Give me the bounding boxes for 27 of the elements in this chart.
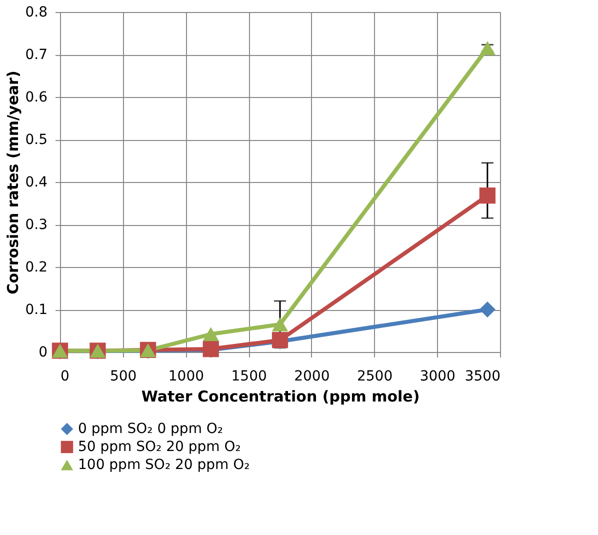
point: [479, 41, 496, 56]
y-axis-title: Corrosion rates (mm/year): [4, 70, 22, 294]
x-tick-label: 1500: [231, 368, 267, 384]
point: [202, 327, 219, 342]
x-tick-label: 2500: [356, 368, 393, 384]
y-tick-label: 0.1: [25, 302, 48, 318]
x-tick-label: 3500: [464, 368, 500, 384]
x-tick-label: 2000: [294, 368, 330, 384]
x-tick-label: 0: [60, 368, 70, 384]
x-tick-label: 1000: [168, 368, 204, 384]
y-tick-label: 0.7: [25, 47, 48, 63]
y-tick-label: 0.3: [25, 217, 48, 233]
legend-label: 100 ppm SO₂ 20 ppm O₂: [78, 457, 250, 473]
point: [479, 301, 496, 318]
y-tick-label: 0.2: [25, 260, 48, 276]
y-tick-label: 0.6: [25, 90, 48, 106]
legend-label: 0 ppm SO₂ 0 ppm O₂: [78, 421, 224, 437]
x-axis-title: Water Concentration (ppm mole): [141, 388, 420, 406]
y-tick-label: 0.5: [25, 132, 48, 148]
point: [272, 317, 288, 332]
point: [479, 188, 496, 204]
legend-label: 50 ppm SO₂ 20 ppm O₂: [78, 439, 241, 455]
y-tick-label: 0.8: [25, 4, 48, 20]
x-tick-label: 500: [110, 368, 137, 384]
y-tick-label: 0: [38, 344, 48, 360]
y-tick-label: 0.4: [25, 174, 48, 190]
x-tick-label: 3000: [420, 368, 456, 384]
